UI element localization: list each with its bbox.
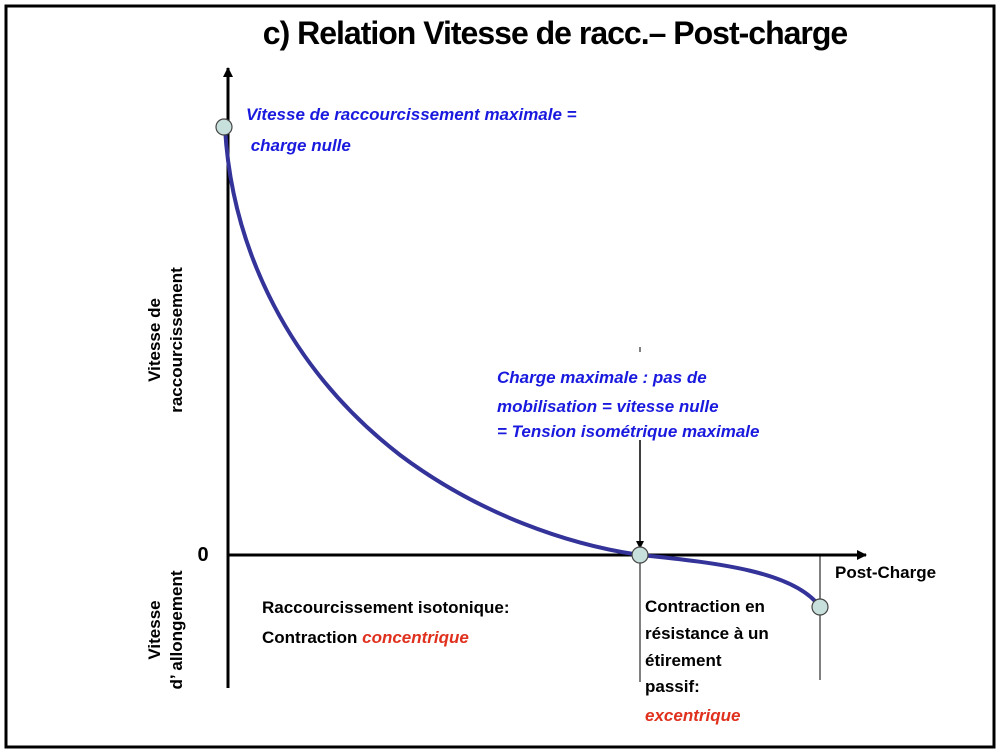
annotation: Vitesse de raccourcissement maximale = (246, 105, 577, 124)
y-label: Vitesse (145, 600, 164, 659)
annotation: Charge maximale : pas de (497, 368, 707, 387)
frame (4, 4, 996, 749)
annotation: Raccourcissement isotonique: (262, 598, 510, 617)
point (631, 546, 649, 564)
annotation-text: Contraction (262, 628, 362, 647)
x-label: Post-Charge (835, 563, 936, 582)
annotation: passif: (645, 677, 700, 696)
annotation: Contraction en (645, 597, 765, 616)
annotation-emphasis: excentrique (645, 706, 740, 725)
annotation: mobilisation = vitesse nulle (497, 397, 719, 416)
y-label: Vitesse de (145, 298, 164, 382)
annotation: Contraction concentrique (262, 628, 469, 647)
point (215, 118, 233, 136)
annotation: étirement (645, 651, 722, 670)
force-velocity-curve (223, 127, 822, 609)
point (811, 598, 829, 616)
zero-label: 0 (197, 544, 208, 566)
annotation: résistance à un (645, 624, 769, 643)
y-label: d’ allongement (167, 570, 186, 689)
y-label: raccourcissement (167, 267, 186, 413)
annotation: = Tension isométrique maximale (497, 422, 760, 441)
annotation-emphasis: concentrique (362, 628, 469, 647)
title: c) Relation Vitesse de racc.– Post-charg… (263, 15, 848, 51)
annotation: charge nulle (246, 136, 351, 155)
